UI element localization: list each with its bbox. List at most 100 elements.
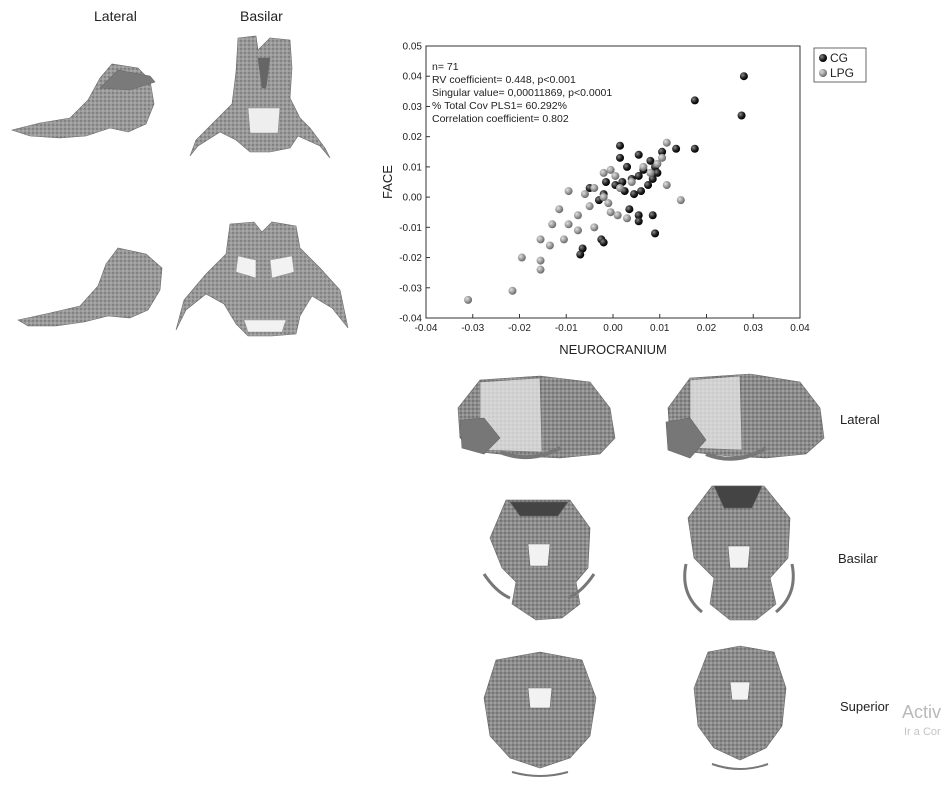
x-tick-label: -0.04: [415, 323, 438, 334]
point-cg: [630, 190, 639, 199]
point-lpg: [611, 171, 620, 180]
point-lpg: [599, 168, 608, 177]
left-col-label-basilar: Basilar: [240, 8, 283, 24]
point-lpg: [613, 211, 622, 220]
basilar-skull-top: [189, 35, 331, 159]
y-tick-label: -0.02: [399, 253, 422, 264]
point-lpg: [606, 165, 615, 174]
point-lpg: [548, 220, 557, 229]
point-lpg: [508, 286, 517, 295]
point-cg: [653, 168, 662, 177]
legend: CG LPG: [813, 47, 867, 83]
x-tick-label: 0.00: [603, 323, 623, 334]
x-tick-label: -0.03: [461, 323, 484, 334]
point-lpg: [646, 168, 655, 177]
x-tick-label: 0.01: [650, 323, 670, 334]
legend-cg-marker: [819, 54, 827, 62]
point-lpg: [662, 138, 671, 147]
point-cg: [625, 205, 634, 214]
x-axis: -0.04 -0.03 -0.02 -0.01 0.00 0.01 0.02 0.03 0.04: [415, 314, 810, 334]
point-cg: [601, 178, 610, 186]
point-lpg: [585, 202, 594, 211]
point-cg: [690, 144, 699, 153]
point-cg: [651, 229, 660, 238]
right-row-label-basilar: Basilar: [838, 551, 878, 566]
x-tick-label: -0.02: [508, 323, 531, 334]
left-col-label-lateral: Lateral: [94, 8, 137, 24]
point-lpg: [604, 199, 613, 208]
pls-scatter-chart: -0.04 -0.03 -0.02 -0.01 0.00 0.01 0.02 0.03 0.04…: [380, 42, 867, 357]
lateral-neurocranium-lpg: [665, 373, 825, 461]
point-lpg: [662, 181, 671, 190]
y-tick-label: -0.04: [399, 314, 422, 325]
x-tick-label: 0.03: [744, 323, 764, 334]
point-cg: [737, 111, 746, 120]
point-lpg: [564, 220, 573, 229]
basilar-neurocranium-cg: [482, 499, 596, 621]
superior-neurocranium-lpg: [693, 645, 787, 770]
point-lpg: [676, 196, 685, 205]
point-lpg: [599, 193, 608, 202]
point-lpg: [606, 208, 615, 217]
x-axis-label: NEUROCRANIUM: [559, 342, 667, 357]
y-axis: -0.04 -0.03 -0.02 -0.01 0.00 0.01 0.02 0.03 0.04…: [399, 42, 430, 325]
stats-annotation-line: % Total Cov PLS1= 60.292%: [432, 100, 567, 112]
y-tick-label: 0.05: [403, 42, 423, 53]
legend-lpg-marker: [819, 69, 827, 77]
stats-annotation-line: n= 71: [432, 61, 459, 73]
point-lpg: [555, 205, 564, 214]
point-cg: [739, 72, 748, 81]
point-cg: [646, 156, 655, 165]
point-lpg: [536, 256, 545, 265]
point-cg: [599, 238, 608, 247]
point-cg: [634, 150, 643, 159]
point-cg: [648, 211, 657, 220]
lateral-skull-top: [10, 63, 156, 139]
data-points: [464, 72, 748, 304]
point-lpg: [536, 235, 545, 244]
lateral-neurocranium-cg: [457, 375, 616, 460]
point-cg: [644, 181, 653, 190]
point-cg: [623, 162, 632, 171]
point-cg: [690, 96, 699, 105]
left-specimens-figure: [10, 35, 349, 337]
point-cg: [634, 217, 643, 226]
superior-neurocranium-cg: [483, 651, 597, 777]
legend-cg-label: CG: [830, 51, 848, 65]
stats-annotation-line: RV coefficient= 0.448, p<0.001: [432, 74, 576, 86]
point-cg: [672, 144, 681, 153]
point-lpg: [590, 223, 599, 232]
y-tick-label: 0.03: [403, 102, 423, 113]
y-tick-label: 0.04: [403, 72, 423, 83]
point-lpg: [627, 178, 636, 186]
point-cg: [618, 178, 627, 186]
lateral-skull-bottom: [17, 247, 163, 327]
point-lpg: [464, 295, 473, 304]
point-lpg: [564, 187, 573, 196]
point-lpg: [623, 214, 632, 223]
point-cg: [634, 211, 643, 220]
x-tick-label: 0.04: [790, 323, 810, 334]
point-lpg: [658, 153, 667, 162]
point-cg: [616, 153, 625, 162]
point-lpg: [559, 235, 568, 244]
point-lpg: [639, 162, 648, 171]
point-lpg: [580, 190, 589, 199]
watermark-subtext: Ir a Cor: [904, 726, 941, 738]
point-cg: [616, 141, 625, 150]
y-tick-label: -0.01: [399, 223, 422, 234]
y-axis-label: FACE: [380, 165, 395, 199]
point-lpg: [653, 159, 662, 168]
point-lpg: [517, 253, 526, 262]
point-lpg: [545, 241, 554, 250]
point-cg: [634, 171, 643, 180]
basilar-neurocranium-lpg: [683, 485, 795, 621]
stats-annotation-line: Correlation coefficient= 0.802: [432, 113, 569, 125]
y-tick-label: 0.02: [403, 132, 423, 143]
x-tick-label: -0.01: [555, 323, 578, 334]
y-tick-label: 0.01: [403, 162, 423, 173]
point-cg: [637, 187, 646, 196]
point-cg: [658, 147, 667, 156]
y-tick-label: 0.00: [403, 193, 423, 204]
